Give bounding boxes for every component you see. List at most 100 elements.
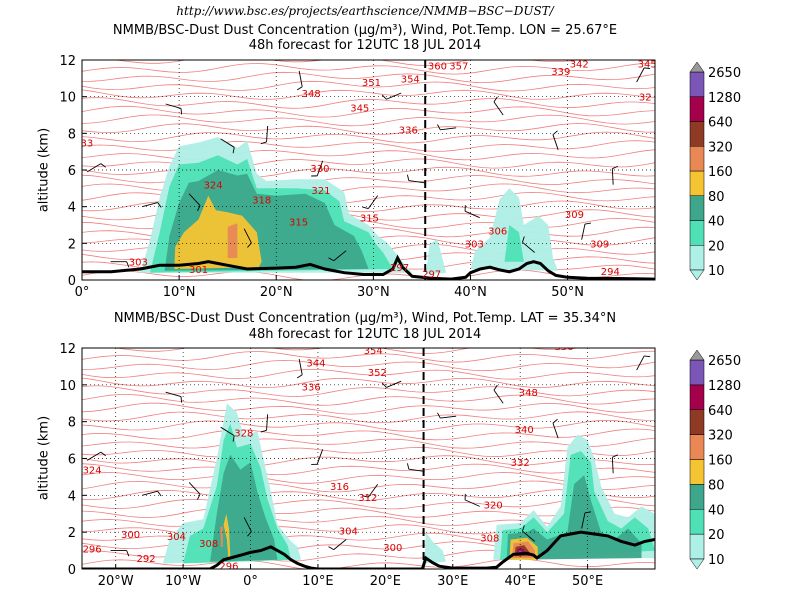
bottom-pot-temp-label: 312 (358, 493, 377, 504)
bottom-colorbar-segment (689, 459, 705, 485)
bottom-dust-band (223, 513, 231, 558)
top-y-tick-label: 12 (59, 54, 76, 69)
top-dust-band (174, 195, 262, 269)
top-wind-barb-flag (260, 141, 267, 145)
top-wind-barb (266, 125, 269, 142)
bottom-wind-barb-flag (260, 429, 267, 433)
top-wind-barb (493, 101, 504, 116)
top-colorbar-segment (689, 96, 705, 122)
top-pot-temp-label: 33 (80, 139, 93, 150)
bottom-wind-barb-flag (552, 418, 558, 424)
bottom-isentrope (82, 428, 655, 441)
bottom-colorbar-label: 1280 (708, 379, 741, 394)
top-colorbar-label: 160 (708, 165, 733, 180)
top-isentrope (82, 158, 655, 169)
top-wind-barb (333, 250, 347, 262)
top-dust-band (227, 223, 238, 258)
top-wind-barb-flag (644, 67, 651, 70)
top-pot-temp-label: 303 (465, 239, 484, 250)
top-pot-temp-label: 309 (565, 210, 584, 221)
bottom-pot-temp-label: 328 (234, 429, 253, 440)
bottom-isentrope (82, 472, 655, 484)
top-wind-barb (611, 168, 614, 185)
bottom-wind-barb (298, 358, 303, 375)
top-wind-barb-flag (437, 124, 441, 130)
top-pot-temp-label: 32 (639, 93, 652, 104)
top-colorbar-label: 40 (708, 215, 725, 230)
top-colorbar-label: 2650 (708, 66, 741, 81)
bottom-wind-barb (440, 415, 457, 419)
bottom-colorbar-label: 320 (708, 429, 733, 444)
bottom-pot-temp-label: 320 (484, 501, 503, 512)
top-y-tick-label: 6 (68, 164, 76, 179)
bottom-terrain-line (82, 530, 655, 569)
top-colorbar-label: 1280 (708, 91, 741, 106)
top-plot-content: 33 303 301 324 318 315 330 321 348 345 351 354 315 33… (80, 60, 655, 280)
bottom-isentrope (82, 419, 655, 432)
bottom-pot-temp-label: 336 (302, 383, 321, 394)
bottom-pot-temp-label: 304 (167, 532, 186, 543)
top-wind-barb-flag (157, 202, 162, 208)
bottom-isentrope (82, 480, 655, 493)
bottom-wind-barb (386, 380, 402, 388)
bottom-isentrope (82, 402, 655, 415)
bottom-isentrope (82, 350, 655, 363)
bottom-isentrope (82, 489, 655, 501)
bottom-dust-band (506, 475, 642, 560)
top-isentrope (82, 114, 655, 127)
top-wind-barb (408, 180, 425, 184)
bottom-x-tick-label: 50°E (572, 574, 603, 589)
bottom-pot-temp-label: 316 (330, 482, 349, 493)
top-colorbar-segment (689, 195, 705, 221)
top-isentrope (82, 149, 655, 161)
bottom-y-tick-label: 10 (59, 379, 76, 394)
top-wind-barb-flag (406, 174, 410, 181)
bottom-chart-title: NMMB/BSC-Dust Dust Concentration (µg/m³)… (113, 311, 617, 326)
bottom-pot-temp-label: 332 (511, 458, 530, 469)
top-wind-barb (464, 210, 480, 219)
top-y-tick-label: 2 (68, 237, 76, 252)
top-wind-barb-flag (197, 205, 201, 212)
bottom-isentrope (82, 437, 655, 449)
bottom-dust-band (220, 526, 223, 547)
bottom-wind-barb-flag (100, 451, 106, 457)
top-pot-temp-label: 351 (362, 78, 381, 89)
top-colorbar-label: 320 (708, 140, 733, 155)
bottom-pot-temp-label: 308 (480, 534, 499, 545)
top-wind-barb-flag (126, 261, 130, 268)
top-wind-barb (552, 134, 559, 150)
bottom-isentrope (82, 377, 655, 389)
top-colorbar-under-arrow (689, 269, 705, 281)
bottom-wind-barb-flag (406, 463, 410, 470)
top-y-tick-label: 4 (68, 201, 76, 216)
bottom-colorbar-segment (689, 434, 705, 460)
top-wind-barb (522, 241, 535, 253)
top-colorbar-segment (689, 220, 705, 246)
top-wind-barb-flag (100, 163, 106, 168)
top-colorbar-over-arrow (689, 61, 705, 73)
bottom-wind-barb (86, 451, 102, 461)
top-pot-temp-label: 360 (428, 62, 447, 73)
top-wind-barb-flag (612, 165, 618, 170)
top-y-tick-label: 10 (59, 91, 76, 106)
bottom-colorbar: 10 20 40 80 160 320 640 1280 2650 (689, 349, 741, 570)
bottom-pot-temp-label: 308 (199, 539, 218, 550)
bottom-colorbar-label: 160 (708, 454, 733, 469)
top-chart-title: NMMB/BSC-Dust Dust Concentration (µg/m³)… (112, 23, 618, 38)
top-pot-temp-label: 330 (310, 164, 329, 175)
top-y-tick-label: 0 (68, 274, 76, 289)
top-colorbar-label: 640 (708, 116, 733, 131)
top-wind-barb (367, 195, 379, 209)
bottom-isentrope (82, 359, 655, 372)
top-wind-barb-flag (296, 86, 303, 91)
bottom-x-tick-label: 20°W (98, 574, 134, 589)
bottom-pot-temp-label: 296 (219, 561, 238, 572)
bottom-x-tick-label: 30°E (437, 574, 468, 589)
top-isentrope (82, 140, 655, 152)
top-ylabel: altitude (km) (36, 127, 52, 213)
bottom-pot-temp-label: 344 (306, 359, 325, 370)
bottom-isentrope (82, 394, 655, 406)
bottom-pot-temp-label: 340 (515, 425, 534, 436)
bottom-wind-barb-flag (362, 495, 369, 498)
bottom-pot-temp-label: 356 (554, 342, 573, 353)
